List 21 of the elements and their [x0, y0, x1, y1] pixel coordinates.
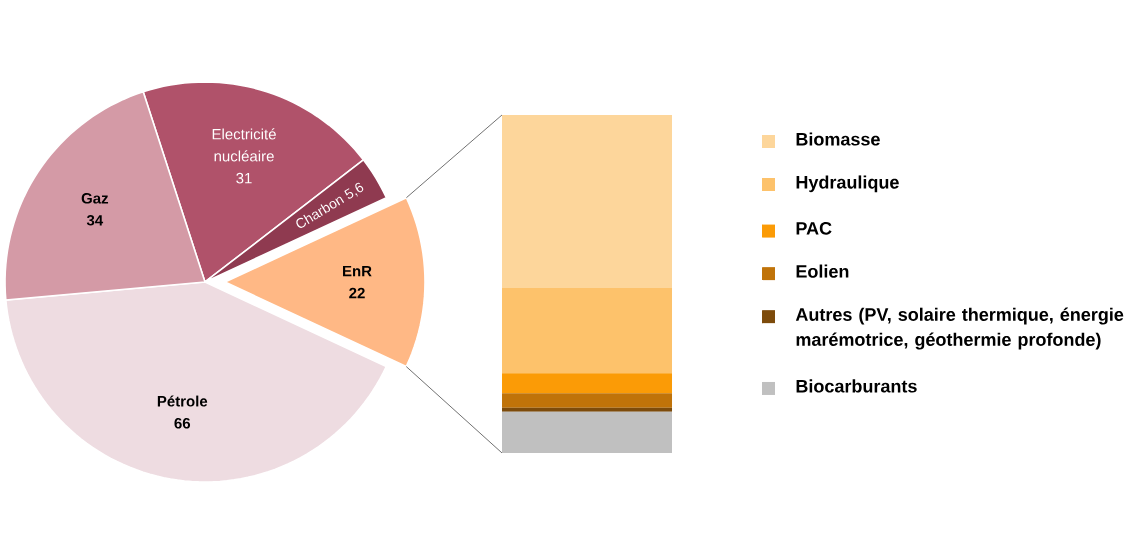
legend-label: Autres (PV, solaire thermique, énergie marémotrice, géothermie profonde): [795, 307, 1124, 350]
legend-label: Biocarburants: [796, 379, 917, 393]
slice-label: Gaz: [81, 192, 109, 204]
legend-label: PAC: [796, 221, 832, 235]
bar: [502, 393, 673, 408]
bar: [502, 407, 673, 412]
legend-label: Eolien: [796, 264, 849, 278]
data-label: 34: [86, 214, 104, 226]
bar: [502, 114, 673, 289]
slice-label: EnR: [343, 265, 372, 277]
slice-label: Electricité nucléaire: [212, 128, 276, 162]
data-label: 22: [349, 287, 365, 299]
data-label: 66: [174, 417, 191, 429]
data-label: 31: [236, 172, 252, 184]
data-label: 5,6: [344, 182, 364, 199]
bar: [502, 411, 673, 453]
bar: [502, 373, 673, 394]
bar: [502, 288, 673, 374]
legend-label: Hydraulique: [796, 175, 899, 193]
legend-label: Biomasse: [796, 132, 880, 146]
slice-label: Pétrole: [157, 395, 208, 407]
